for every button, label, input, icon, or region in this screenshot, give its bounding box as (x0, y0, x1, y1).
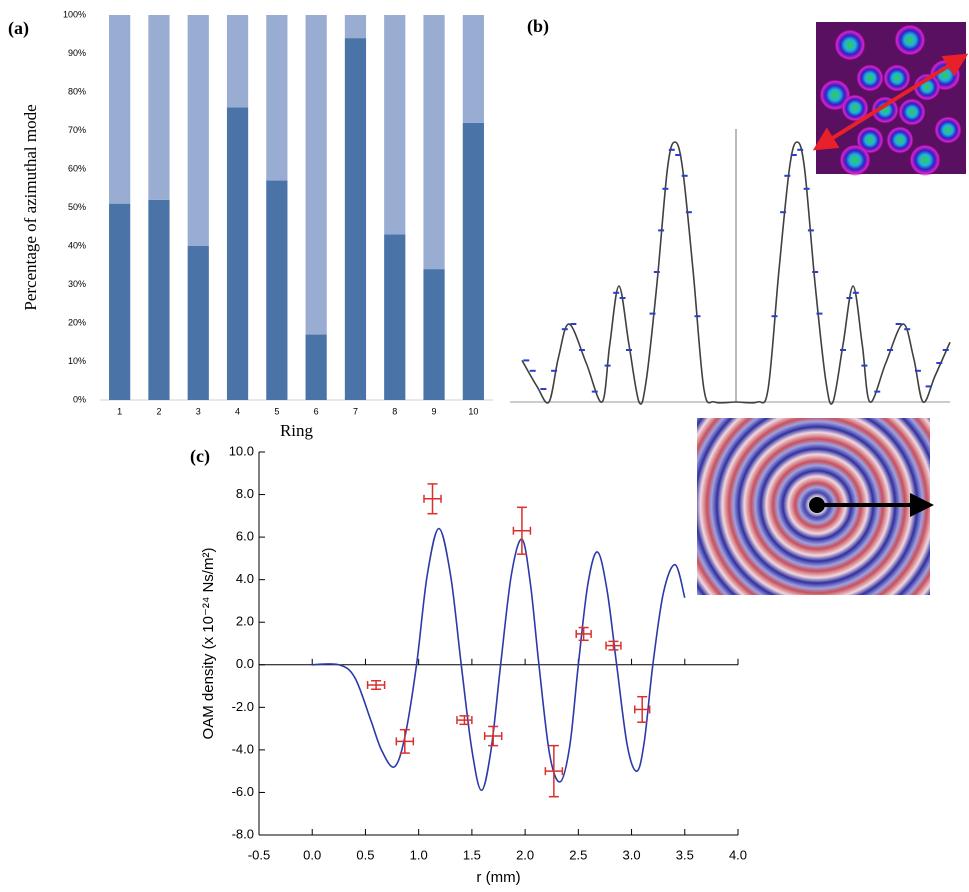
x-tick-label: 4 (235, 406, 240, 416)
error-point (485, 726, 502, 745)
x-tick-label: 5 (274, 406, 279, 416)
bar-segment (109, 15, 130, 204)
bar-segment (463, 15, 484, 123)
y-tick-label: -2.0 (232, 699, 254, 714)
bar-segment (423, 269, 444, 400)
x-axis-title: Ring (280, 421, 314, 440)
inset-image (816, 22, 966, 176)
bar-segment (463, 123, 484, 400)
y-tick-label: -8.0 (232, 826, 254, 841)
x-tick-label: 2.5 (569, 847, 587, 862)
bar-segment (266, 181, 287, 400)
bar-segment (306, 335, 327, 400)
x-axis-title: r (mm) (476, 869, 520, 886)
y-tick-label: 0% (73, 394, 86, 404)
error-point (576, 628, 591, 641)
y-tick-label: 0.0 (236, 656, 254, 671)
x-tick-label: 2 (156, 406, 161, 416)
error-point (545, 746, 562, 797)
bar-segment (109, 204, 130, 400)
figure: 0% 10% 20% 30% 40% 50% 60% 70% 80% 90% 100% 1 2 3 4 5 6 7… (0, 0, 969, 892)
error-point (424, 484, 441, 514)
y-tick-label: 100% (63, 9, 86, 19)
bar-segment (227, 15, 248, 107)
y-tick-label: 8.0 (236, 486, 254, 501)
y-tick-label: 6.0 (236, 529, 254, 544)
bar-segment (266, 15, 287, 181)
bar-segment (345, 15, 366, 38)
curve (312, 529, 685, 791)
x-tick-label: -0.5 (248, 847, 270, 862)
x-tick-label: 1.0 (410, 847, 428, 862)
y-tick-label: 90% (68, 48, 86, 58)
inset-image (697, 418, 930, 595)
y-tick-label: 60% (68, 163, 86, 173)
x-tick-label: 6 (314, 406, 319, 416)
x-tick-label: 3.0 (623, 847, 641, 862)
x-tick-label: 9 (432, 406, 437, 416)
y-axis-title: OAM density (x 10⁻²⁴ Ns/m²) (200, 548, 217, 740)
bar-segment (345, 38, 366, 400)
y-tick-label: 20% (68, 317, 86, 327)
bar-segment (384, 15, 405, 234)
bar-segment (306, 15, 327, 335)
x-tick-label: 0.0 (303, 847, 321, 862)
bar-segment (384, 234, 405, 400)
x-tick-label: 3.5 (676, 847, 694, 862)
y-tick-label: -6.0 (232, 784, 254, 799)
x-tick-label: 10 (468, 406, 478, 416)
x-tick-label: 1 (117, 406, 122, 416)
x-tick-label: 8 (392, 406, 397, 416)
error-point (513, 507, 530, 554)
bar-segment (423, 15, 444, 269)
error-point (457, 716, 472, 725)
x-tick-label: 2.0 (516, 847, 534, 862)
x-tick-label: 0.5 (356, 847, 374, 862)
bar-segment (227, 107, 248, 400)
y-tick-label: -4.0 (232, 741, 254, 756)
error-point (368, 681, 385, 690)
y-tick-label: 10.0 (229, 443, 254, 458)
y-tick-label: 50% (68, 202, 86, 212)
x-tick-label: 3 (196, 406, 201, 416)
y-axis-title: Percentage of azimuthal mode (21, 104, 40, 310)
y-tick-label: 30% (68, 279, 86, 289)
y-tick-label: 4.0 (236, 571, 254, 586)
page: {"chart_data": [ {"type": "bar", "stacke… (0, 0, 969, 892)
x-tick-label: 7 (353, 406, 358, 416)
bar-segment (188, 246, 209, 400)
bar-segment (188, 15, 209, 246)
y-tick-label: 80% (68, 86, 86, 96)
error-point (606, 641, 621, 650)
y-tick-label: 40% (68, 240, 86, 250)
error-point (396, 730, 413, 753)
x-tick-label: 1.5 (463, 847, 481, 862)
panel-label: (a) (8, 18, 29, 39)
y-tick-label: 10% (68, 356, 86, 366)
bar-segment (148, 15, 169, 200)
panel-label: (b) (527, 16, 549, 37)
y-tick-label: 2.0 (236, 614, 254, 629)
y-tick-label: 70% (68, 125, 86, 135)
bar-segment (148, 200, 169, 400)
x-tick-label: 4.0 (729, 847, 747, 862)
panel-label: (c) (190, 446, 210, 467)
